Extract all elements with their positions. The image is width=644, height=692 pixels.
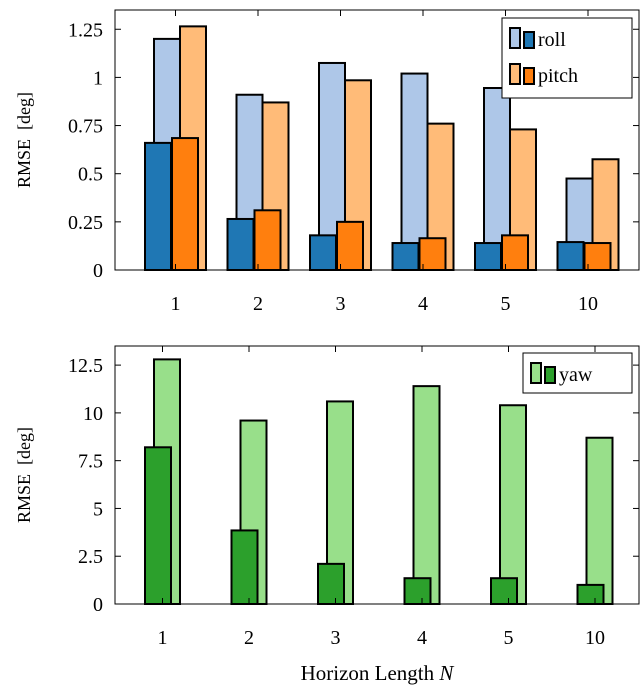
x-tick-label: 5 <box>504 627 514 649</box>
y-tick-label: 0.75 <box>68 116 103 138</box>
bar-roll-dark-4 <box>391 242 420 271</box>
chart-panel-2: 0 2.5 5 7.5 10 12.5 1 2 3 4 5 10 RMSE [deg] yaw Horizo… <box>14 345 640 685</box>
bar-pitch-dark-3 <box>336 220 364 271</box>
y-axis-title: RMSE [deg] <box>14 427 34 523</box>
bar-yaw-light-10 <box>585 436 614 605</box>
x-tick-label: 3 <box>331 627 341 649</box>
y-tick-label: 5 <box>93 498 103 520</box>
legend-swatch-pitch-light <box>509 63 521 85</box>
legend-swatch-yaw-dark <box>544 366 556 384</box>
y-tick-label: 1.25 <box>68 19 103 41</box>
x-tick-label: 10 <box>585 627 605 649</box>
y-tick-label: 0.5 <box>78 164 103 186</box>
x-tick-label: 4 <box>418 293 428 315</box>
bar-roll-dark-2 <box>226 217 255 272</box>
legend-label-yaw: yaw <box>559 364 593 386</box>
x-tick-label: 3 <box>336 293 346 315</box>
legend-label-roll: roll <box>538 29 566 51</box>
y-tick-label: 0 <box>93 260 103 282</box>
bar-yaw-dark-4 <box>403 577 432 606</box>
bar-yaw-dark-5 <box>490 577 518 606</box>
chart-panel-1: 0 0.25 0.5 0.75 1 1.25 1 2 3 4 5 10 RMSE [deg] roll pi… <box>14 9 640 315</box>
y-tick-label: 7.5 <box>78 451 103 473</box>
bar-roll-dark-10 <box>556 241 585 272</box>
x-tick-label: 5 <box>501 293 511 315</box>
axes-frame <box>114 345 640 605</box>
x-tick-label: 4 <box>417 627 427 649</box>
x-tick-label: 1 <box>158 627 168 649</box>
y-tick-label: 2.5 <box>78 546 103 568</box>
bar-yaw-dark-2 <box>230 529 259 606</box>
y-tick-label: 0.25 <box>68 212 103 234</box>
bar-yaw-light-4 <box>412 385 441 605</box>
legend-swatch-pitch-dark <box>523 67 535 85</box>
legend-swatch-roll-light <box>509 27 521 49</box>
bar-roll-dark-1 <box>144 141 172 271</box>
legend-swatch-roll-dark <box>523 31 535 49</box>
bar-pitch-dark-1 <box>171 137 199 271</box>
x-tick-label: 10 <box>578 293 598 315</box>
bar-yaw-dark-3 <box>317 562 345 605</box>
y-tick-label: 0 <box>93 594 103 616</box>
bar-roll-dark-5 <box>474 242 502 271</box>
bar-pitch-dark-4 <box>418 237 447 272</box>
bar-pitch-dark-5 <box>501 234 529 271</box>
bar-yaw-dark-1 <box>144 446 172 605</box>
bar-pitch-dark-2 <box>253 209 282 271</box>
y-axis-title: RMSE [deg] <box>14 92 34 188</box>
bar-yaw-dark-10 <box>576 583 605 606</box>
bar-yaw-light-5 <box>499 404 527 605</box>
bar-roll-dark-3 <box>309 234 337 271</box>
y-tick-label: 1 <box>93 67 103 89</box>
y-tick-label: 12.5 <box>68 355 103 377</box>
legend: yaw <box>522 352 633 394</box>
legend-label-pitch: pitch <box>538 65 578 87</box>
y-tick-label: 10 <box>83 403 103 425</box>
axes-frame <box>114 9 640 271</box>
x-tick-label: 2 <box>253 293 263 315</box>
legend-swatch-yaw-light <box>530 362 542 384</box>
bar-pitch-dark-10 <box>583 242 612 271</box>
x-tick-label: 2 <box>244 627 254 649</box>
x-axis-title: Horizon Length N <box>301 661 455 685</box>
x-tick-label: 1 <box>171 293 181 315</box>
legend: roll pitch <box>501 17 633 99</box>
